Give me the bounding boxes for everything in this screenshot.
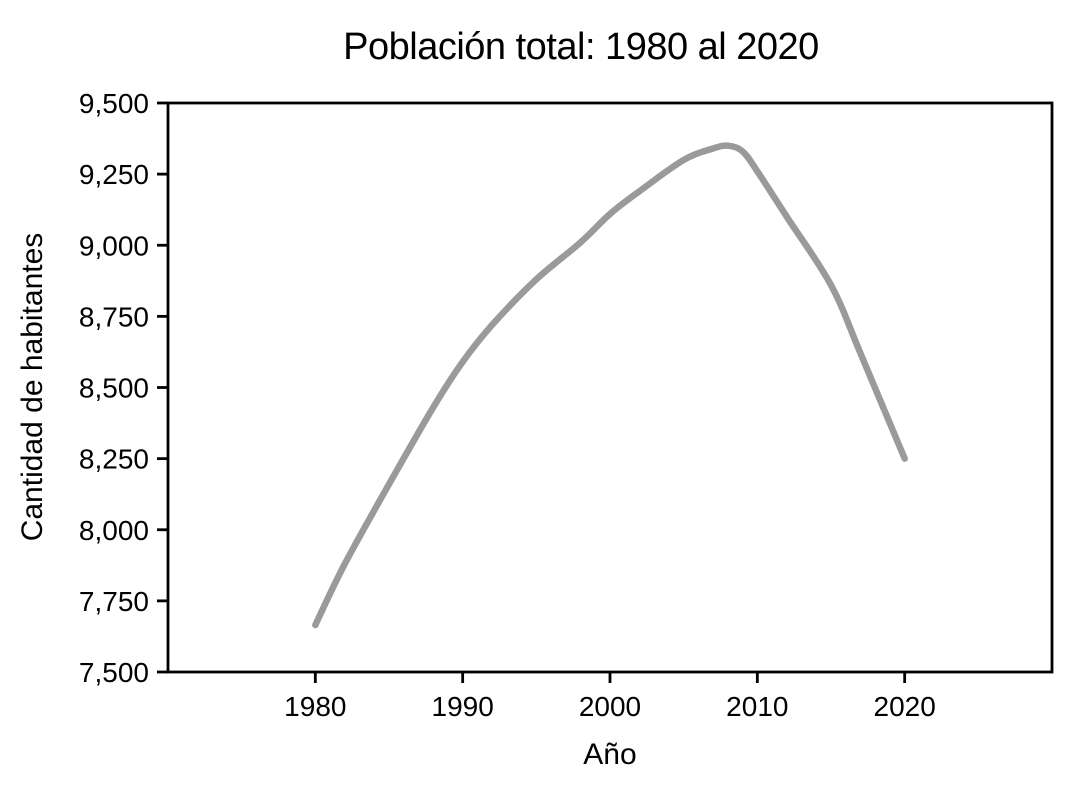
x-axis-title: Año — [583, 738, 637, 771]
x-tick-label: 2000 — [579, 691, 641, 722]
x-tick-label: 2020 — [874, 691, 936, 722]
y-tick-label: 7,750 — [79, 586, 149, 617]
y-tick-label: 9,500 — [79, 88, 149, 119]
y-tick-label: 8,750 — [79, 301, 149, 332]
y-tick-label: 9,250 — [79, 159, 149, 190]
population-line — [312, 142, 908, 629]
y-tick-label: 7,500 — [79, 657, 149, 688]
x-tick-label: 2010 — [726, 691, 788, 722]
chart-title: Población total: 1980 al 2020 — [343, 26, 819, 68]
y-tick-label: 8,500 — [79, 373, 149, 404]
y-tick-label: 8,000 — [79, 515, 149, 546]
x-tick-label: 1980 — [284, 691, 346, 722]
plot-frame — [166, 101, 1054, 674]
y-tick-label: 8,250 — [79, 444, 149, 475]
x-tick-label: 1990 — [432, 691, 494, 722]
y-tick-label: 9,000 — [79, 230, 149, 261]
